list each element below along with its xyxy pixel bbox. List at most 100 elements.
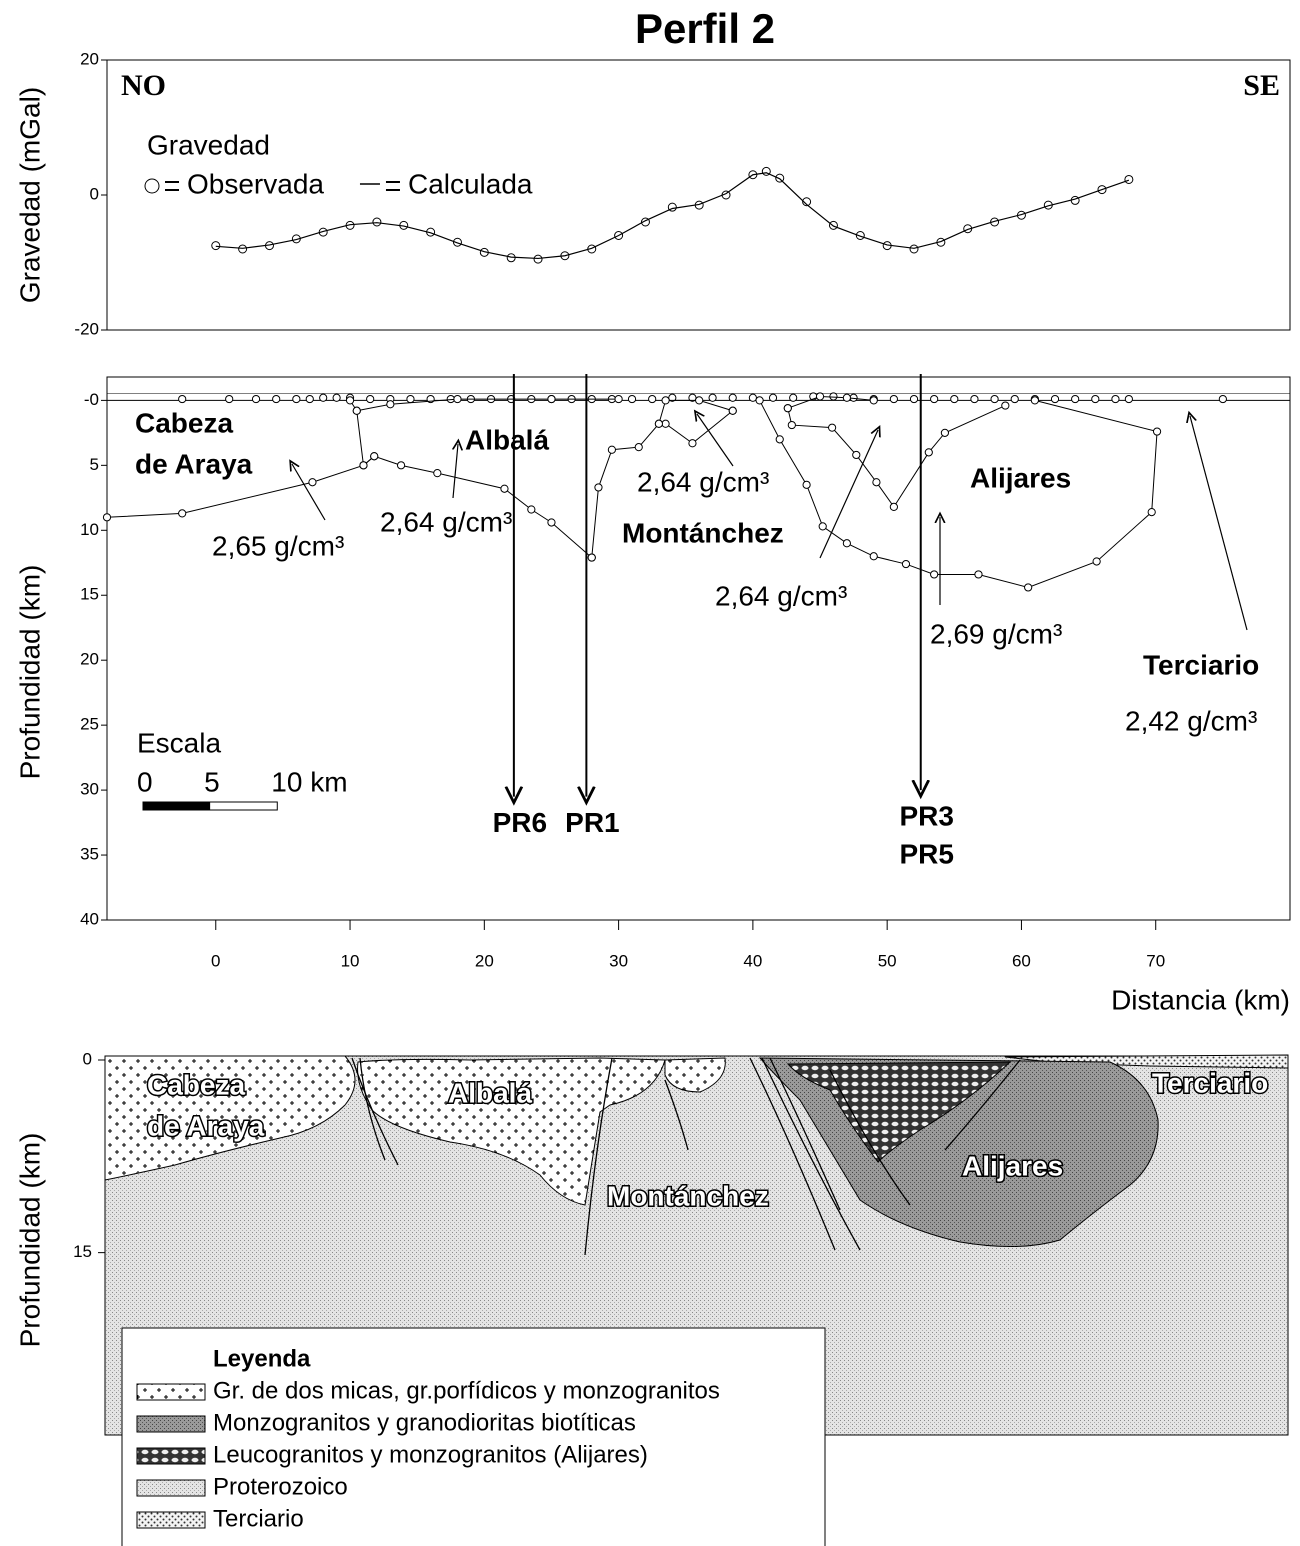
- x-tick-label: 10: [341, 951, 360, 970]
- observed-point: [211, 241, 221, 251]
- y-tick-label: 15: [80, 585, 99, 604]
- model-point: [869, 396, 878, 405]
- model-point: [396, 461, 406, 470]
- model-point: [366, 394, 375, 404]
- density-label: 2,64 g/cm³: [637, 466, 769, 497]
- model-point: [789, 393, 798, 402]
- observed-point: [452, 237, 462, 247]
- y-tick-label: 20: [80, 650, 99, 669]
- x-tick-label: 0: [211, 951, 220, 970]
- model-point: [1050, 394, 1060, 404]
- model-point: [1152, 427, 1162, 436]
- calculated-line: [215, 172, 1130, 260]
- y-tick-label: 20: [80, 49, 99, 68]
- geologic-section: [104, 1054, 1289, 1546]
- model-point: [990, 394, 999, 404]
- section-label: Cabeza: [147, 1069, 245, 1100]
- model-point: [872, 478, 881, 487]
- legend-symbol: [144, 178, 160, 194]
- well-label: PR6: [493, 807, 547, 838]
- model-point: [728, 393, 737, 402]
- model-point: [842, 539, 851, 548]
- model-point: [1024, 583, 1033, 592]
- x-axis-title: Distancia (km): [1111, 984, 1290, 1015]
- well-label: PR5: [899, 838, 953, 869]
- y-tick-label: 0: [83, 1049, 92, 1068]
- legend-box: [121, 1327, 826, 1546]
- granite-body: [357, 1057, 666, 1206]
- model-point: [829, 392, 838, 401]
- legend-swatch: [136, 1479, 206, 1497]
- y-tick-label: -0: [84, 390, 99, 409]
- model-point: [594, 483, 603, 492]
- model-point: [251, 394, 261, 404]
- model-point: [708, 393, 717, 402]
- model-point: [787, 420, 796, 430]
- corner-label: NO: [121, 69, 166, 102]
- density-label: 2,69 g/cm³: [930, 618, 1062, 649]
- observed-point: [802, 197, 812, 207]
- model-point: [547, 394, 556, 404]
- body-label: Montánchez: [622, 517, 784, 548]
- corner-label: SE: [1243, 69, 1280, 102]
- section-label: Alijares: [962, 1150, 1063, 1181]
- legend-label: Terciario: [213, 1505, 304, 1532]
- model-point: [755, 396, 764, 405]
- scale-label: 0: [137, 766, 153, 797]
- model-point: [869, 552, 878, 561]
- y-tick-label: 0: [90, 184, 99, 203]
- y-tick-label: 5: [90, 455, 99, 474]
- y-tick-label: 30: [80, 780, 99, 799]
- x-tick-label: 20: [475, 951, 494, 970]
- density-arrow: [453, 444, 458, 499]
- model-point: [695, 396, 704, 405]
- model-point: [225, 394, 234, 404]
- model-point: [815, 392, 825, 401]
- model-point: [345, 396, 355, 405]
- observed-point: [372, 217, 382, 227]
- density-label: 2,64 g/cm³: [380, 506, 512, 537]
- y-tick-label: 25: [80, 715, 99, 734]
- y-axis-title: Gravedad (mGal): [14, 87, 45, 303]
- well-label: PR1: [565, 807, 619, 838]
- y-tick-label: 10: [80, 520, 99, 539]
- granite-body: [104, 1055, 356, 1181]
- model-point: [319, 393, 328, 402]
- x-tick-label: 30: [609, 951, 628, 970]
- density-label: 2,65 g/cm³: [212, 530, 344, 561]
- y-tick-label: 35: [80, 845, 99, 864]
- model-point: [940, 428, 950, 437]
- model-point: [924, 448, 933, 457]
- model-point: [370, 452, 379, 461]
- model-point: [1218, 394, 1227, 404]
- body-outline: [349, 400, 375, 467]
- legend-title: Gravedad: [147, 129, 270, 160]
- observed-point: [533, 254, 543, 264]
- model-point: [974, 570, 983, 579]
- model-point: [292, 394, 301, 404]
- model-point: [818, 522, 827, 531]
- section-label: Terciario: [1152, 1067, 1268, 1098]
- model-point: [527, 505, 536, 514]
- model-point: [305, 394, 314, 404]
- legend-label: Observada: [187, 168, 324, 199]
- legend-swatch: [136, 1415, 206, 1433]
- model-point: [1111, 394, 1120, 404]
- model-point: [889, 502, 898, 512]
- y-axis-title: Profundidad (km): [14, 1133, 45, 1348]
- y-tick-label: 40: [80, 909, 99, 928]
- legend-label: Calculada: [408, 168, 533, 199]
- body-outline: [787, 395, 874, 409]
- model-point: [775, 435, 784, 444]
- scale-label: 5: [204, 766, 220, 797]
- model-point: [272, 394, 281, 404]
- model-point: [453, 394, 462, 404]
- x-tick-label: 60: [1012, 951, 1031, 970]
- section-label: Montánchez: [607, 1180, 769, 1211]
- figure-title: Perfil 2: [635, 5, 775, 52]
- observed-point: [909, 244, 919, 254]
- model-point: [614, 394, 623, 404]
- density-label: 2,64 g/cm³: [715, 580, 847, 611]
- model-point: [178, 509, 187, 518]
